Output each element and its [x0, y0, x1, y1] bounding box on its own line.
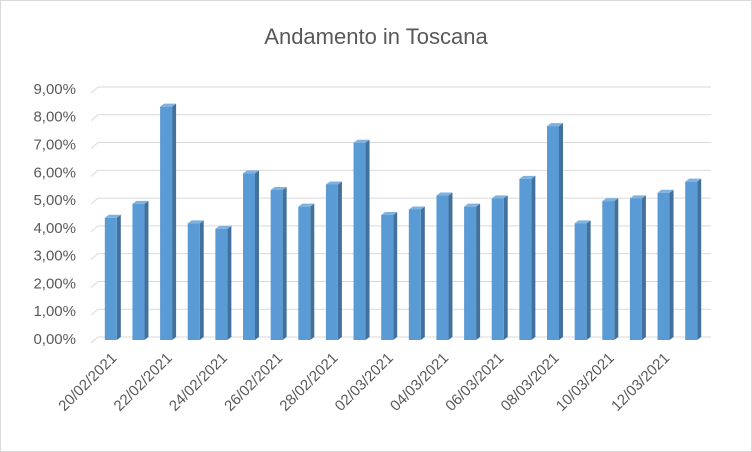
bar-side — [420, 206, 425, 340]
bar — [574, 223, 587, 340]
bar-top — [547, 123, 563, 127]
bar-top — [436, 192, 453, 196]
bar-side — [531, 175, 536, 340]
bar-side — [144, 200, 149, 340]
bar — [298, 206, 311, 340]
bar-top — [215, 225, 232, 229]
bar-top — [298, 203, 315, 207]
bar-top — [519, 175, 536, 179]
bar-side — [669, 189, 674, 340]
bar — [519, 178, 532, 340]
bar — [464, 206, 477, 340]
bar — [547, 126, 559, 340]
bar-side — [586, 220, 591, 340]
y-tick-label: 4,00% — [33, 220, 76, 237]
y-tick-label: 2,00% — [33, 275, 76, 292]
bar — [436, 195, 449, 340]
bar-side — [365, 139, 370, 340]
bar-top — [104, 214, 121, 218]
bar-side — [448, 192, 453, 340]
bar-top — [353, 139, 370, 143]
bar-side — [697, 178, 702, 340]
bar — [270, 190, 283, 340]
bar-top — [132, 200, 149, 204]
bar-side — [227, 225, 232, 340]
bar — [215, 228, 228, 340]
bar — [243, 173, 255, 340]
grid-line — [90, 169, 711, 177]
bar — [491, 198, 504, 340]
bar-top — [160, 103, 177, 107]
bar-top — [270, 187, 287, 190]
bar-top — [491, 195, 508, 199]
bar — [602, 201, 615, 340]
bar-side — [559, 123, 563, 340]
bar-side — [641, 195, 646, 340]
bar-top — [464, 203, 481, 207]
y-tick-label: 6,00% — [33, 164, 76, 181]
bar-side — [282, 187, 287, 340]
grid-line — [90, 86, 711, 94]
bar-side — [199, 220, 204, 340]
bar-side — [116, 214, 121, 340]
bar-top — [325, 181, 342, 185]
y-tick-label: 7,00% — [33, 137, 76, 154]
bar-top — [408, 206, 425, 210]
grid-line — [90, 142, 711, 149]
bar — [685, 181, 698, 340]
bar-side — [393, 212, 398, 340]
bar — [132, 203, 145, 340]
bar — [325, 184, 338, 340]
bar — [381, 215, 394, 340]
chart-title: Andamento in Toscana — [264, 24, 488, 49]
y-tick-label: 0,00% — [33, 331, 76, 348]
bar — [104, 217, 117, 340]
bar-top — [243, 170, 259, 174]
y-tick-label: 8,00% — [33, 109, 76, 126]
y-tick-label: 9,00% — [33, 81, 76, 98]
bar — [657, 192, 670, 340]
bar-top — [381, 212, 398, 215]
bar-side — [476, 203, 481, 340]
bar-top — [685, 178, 702, 182]
bar-side — [255, 170, 259, 340]
bar-side — [172, 103, 177, 341]
y-tick-label: 3,00% — [33, 248, 76, 265]
bar-side — [337, 181, 342, 340]
grid-line — [90, 114, 711, 122]
bar-top — [657, 189, 674, 193]
bar — [629, 198, 642, 340]
bar — [187, 223, 200, 340]
bar — [408, 209, 421, 340]
y-tick-label: 5,00% — [33, 192, 76, 209]
bar — [353, 142, 366, 340]
bar-side — [310, 203, 315, 340]
bar-top — [629, 195, 646, 199]
bar-top — [187, 220, 204, 224]
bar-side — [503, 195, 508, 340]
bar-top — [602, 198, 619, 202]
bar-top — [574, 220, 591, 224]
y-tick-label: 1,00% — [33, 303, 76, 320]
bar-side — [614, 198, 619, 340]
bar — [160, 106, 173, 341]
